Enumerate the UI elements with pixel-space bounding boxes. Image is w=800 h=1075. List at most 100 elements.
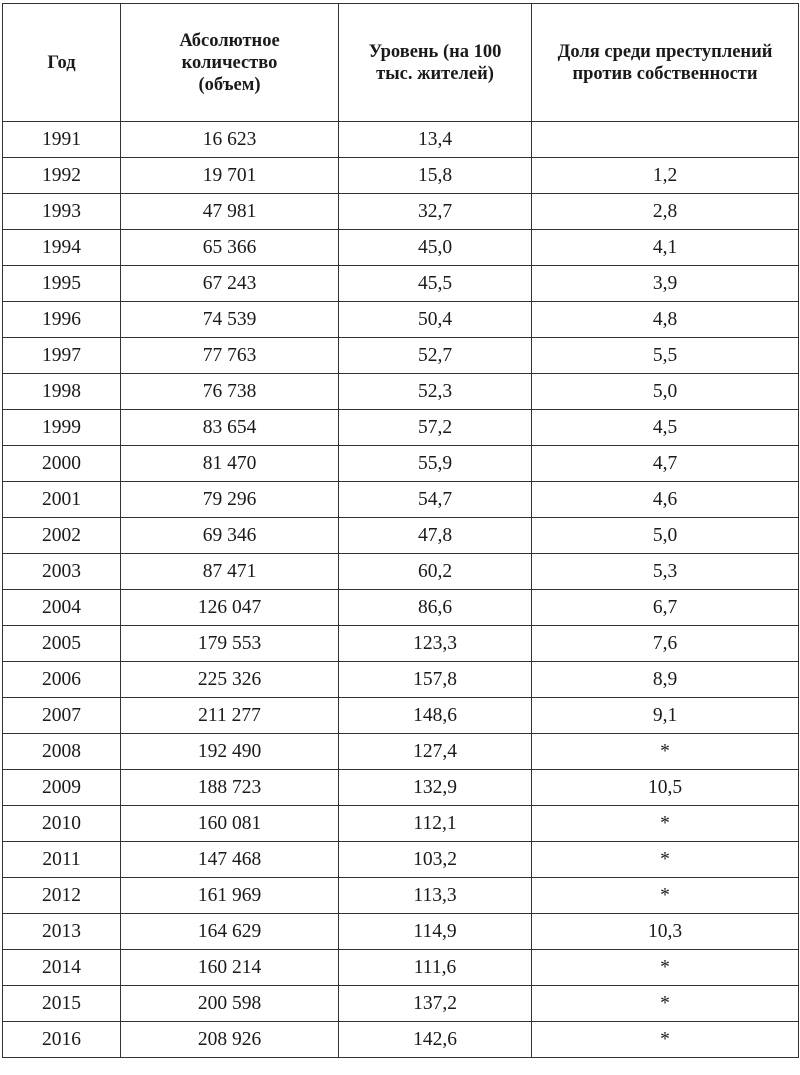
cell-share: * (531, 877, 799, 914)
table-row: 2006 225 326 157,8 8,9 (2, 661, 799, 698)
cell-level: 127,4 (338, 733, 532, 770)
cell-year: 1992 (2, 157, 121, 194)
data-table: Год Абсолютное количество (объем) Уровен… (2, 3, 799, 1058)
cell-level: 157,8 (338, 661, 532, 698)
cell-absolute-count: 77 763 (120, 337, 339, 374)
cell-year: 2001 (2, 481, 121, 518)
cell-absolute-count: 79 296 (120, 481, 339, 518)
cell-year: 2000 (2, 445, 121, 482)
table-row: 1994 65 366 45,0 4,1 (2, 229, 799, 266)
cell-year: 1998 (2, 373, 121, 410)
cell-absolute-count: 67 243 (120, 265, 339, 302)
cell-level: 50,4 (338, 301, 532, 338)
cell-year: 2002 (2, 517, 121, 554)
cell-absolute-count: 81 470 (120, 445, 339, 482)
cell-level: 111,6 (338, 949, 532, 986)
cell-share: 4,8 (531, 301, 799, 338)
cell-year: 2003 (2, 553, 121, 590)
table-row: 2009 188 723 132,9 10,5 (2, 769, 799, 806)
cell-level: 137,2 (338, 985, 532, 1022)
cell-share: 5,5 (531, 337, 799, 374)
cell-share: 10,3 (531, 913, 799, 950)
table-row: 1993 47 981 32,7 2,8 (2, 193, 799, 230)
table-row: 2007 211 277 148,6 9,1 (2, 697, 799, 734)
cell-level: 57,2 (338, 409, 532, 446)
cell-level: 132,9 (338, 769, 532, 806)
cell-year: 1997 (2, 337, 121, 374)
cell-absolute-count: 19 701 (120, 157, 339, 194)
table-row: 2013 164 629 114,9 10,3 (2, 913, 799, 950)
cell-absolute-count: 161 969 (120, 877, 339, 914)
cell-share: 4,7 (531, 445, 799, 482)
table-row: 2008 192 490 127,4 * (2, 733, 799, 770)
table-row: 1991 16 623 13,4 (2, 121, 799, 158)
cell-share: 1,2 (531, 157, 799, 194)
cell-absolute-count: 83 654 (120, 409, 339, 446)
cell-absolute-count: 65 366 (120, 229, 339, 266)
cell-absolute-count: 16 623 (120, 121, 339, 158)
cell-share: * (531, 805, 799, 842)
cell-year: 1996 (2, 301, 121, 338)
header-share: Доля среди преступлений против собственн… (531, 3, 799, 122)
cell-year: 1994 (2, 229, 121, 266)
cell-year: 2007 (2, 697, 121, 734)
header-level: Уровень (на 100 тыс. жителей) (338, 3, 532, 122)
cell-share: 10,5 (531, 769, 799, 806)
table-row: 1996 74 539 50,4 4,8 (2, 301, 799, 338)
cell-year: 2005 (2, 625, 121, 662)
cell-year: 2008 (2, 733, 121, 770)
table-row: 1999 83 654 57,2 4,5 (2, 409, 799, 446)
table-row: 2010 160 081 112,1 * (2, 805, 799, 842)
table-row: 2000 81 470 55,9 4,7 (2, 445, 799, 482)
cell-level: 47,8 (338, 517, 532, 554)
cell-share: 8,9 (531, 661, 799, 698)
cell-level: 114,9 (338, 913, 532, 950)
cell-absolute-count: 179 553 (120, 625, 339, 662)
cell-absolute-count: 160 214 (120, 949, 339, 986)
cell-level: 15,8 (338, 157, 532, 194)
cell-level: 148,6 (338, 697, 532, 734)
cell-year: 2009 (2, 769, 121, 806)
cell-absolute-count: 69 346 (120, 517, 339, 554)
cell-year: 1993 (2, 193, 121, 230)
cell-absolute-count: 74 539 (120, 301, 339, 338)
cell-absolute-count: 188 723 (120, 769, 339, 806)
cell-year: 2006 (2, 661, 121, 698)
cell-year: 1991 (2, 121, 121, 158)
cell-share: 2,8 (531, 193, 799, 230)
cell-share: 4,1 (531, 229, 799, 266)
cell-absolute-count: 200 598 (120, 985, 339, 1022)
cell-year: 1995 (2, 265, 121, 302)
cell-level: 52,3 (338, 373, 532, 410)
table-row: 1997 77 763 52,7 5,5 (2, 337, 799, 374)
cell-absolute-count: 87 471 (120, 553, 339, 590)
table-row: 2001 79 296 54,7 4,6 (2, 481, 799, 518)
cell-share: 5,0 (531, 373, 799, 410)
cell-year: 2015 (2, 985, 121, 1022)
table-row: 2011 147 468 103,2 * (2, 841, 799, 878)
cell-year: 2011 (2, 841, 121, 878)
cell-share: * (531, 1021, 799, 1058)
cell-year: 2014 (2, 949, 121, 986)
cell-share: 5,3 (531, 553, 799, 590)
cell-year: 2004 (2, 589, 121, 626)
table-row: 2004 126 047 86,6 6,7 (2, 589, 799, 626)
cell-share: 5,0 (531, 517, 799, 554)
table-row: 1998 76 738 52,3 5,0 (2, 373, 799, 410)
cell-level: 112,1 (338, 805, 532, 842)
cell-level: 60,2 (338, 553, 532, 590)
table-row: 2014 160 214 111,6 * (2, 949, 799, 986)
cell-year: 2012 (2, 877, 121, 914)
cell-year: 1999 (2, 409, 121, 446)
cell-share: 9,1 (531, 697, 799, 734)
table-row: 2002 69 346 47,8 5,0 (2, 517, 799, 554)
cell-level: 142,6 (338, 1021, 532, 1058)
header-year: Год (2, 3, 121, 122)
cell-share: * (531, 841, 799, 878)
cell-level: 32,7 (338, 193, 532, 230)
cell-level: 45,5 (338, 265, 532, 302)
cell-absolute-count: 208 926 (120, 1021, 339, 1058)
cell-share: * (531, 985, 799, 1022)
header-absolute-count: Абсолютное количество (объем) (120, 3, 339, 122)
cell-share: 7,6 (531, 625, 799, 662)
